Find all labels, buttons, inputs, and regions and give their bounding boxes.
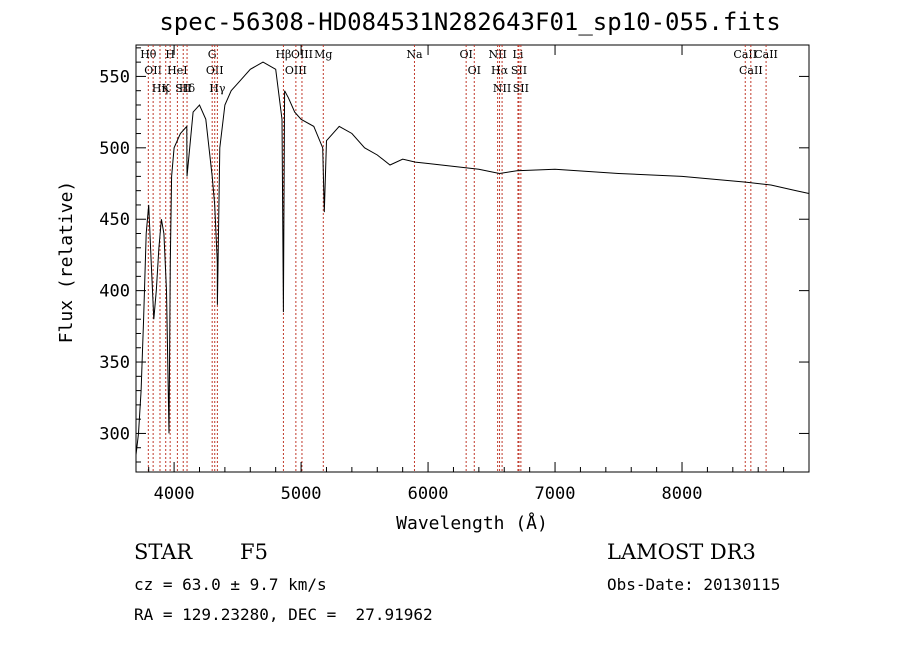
y-tick-label: 500 <box>99 139 130 159</box>
spectral-line-label: NII <box>488 48 506 61</box>
x-tick-label: 7000 <box>535 484 576 504</box>
x-tick-label: 8000 <box>662 484 703 504</box>
ra-dec: RA = 129.23280, DEC = 27.91962 <box>134 605 433 624</box>
y-tick-label: 450 <box>99 210 130 230</box>
spectral-line-label: OI <box>459 48 472 61</box>
spectral-line-label: OIII <box>291 48 313 61</box>
x-axis-label: Wavelength (Å) <box>396 512 548 534</box>
spectral-line-label: Hα <box>491 64 509 77</box>
spectral-line-label: HeI <box>167 64 187 77</box>
spectral-line-label: OII <box>144 64 162 77</box>
x-tick-label: 5000 <box>281 484 322 504</box>
object-subclass: F5 <box>240 540 268 564</box>
x-tick-label: 6000 <box>408 484 449 504</box>
y-tick-label: 550 <box>99 67 130 87</box>
y-tick-label: 400 <box>99 282 130 302</box>
spectral-line-label: OIII <box>285 64 307 77</box>
spectral-line-label: SII <box>513 82 529 95</box>
plot-frame <box>135 44 810 473</box>
spectral-line-label: Na <box>406 48 423 61</box>
x-tick-label: 4000 <box>154 484 195 504</box>
spectral-line-label: SII <box>511 64 527 77</box>
spectral-line-label: CaII <box>754 48 778 61</box>
y-axis-label: Flux (relative) <box>56 181 77 344</box>
spectral-line-label: H <box>165 48 175 61</box>
spectral-line-label: CaII <box>739 64 763 77</box>
spectral-line-label: OI <box>468 64 481 77</box>
chart-title: spec-56308-HD084531N282643F01_sp10-055.f… <box>159 8 781 36</box>
spectral-line-label: Hβ <box>275 48 291 61</box>
spectral-line-label: Hη <box>152 82 168 95</box>
redshift-cz: cz = 63.0 ± 9.7 km/s <box>134 575 327 594</box>
observation-date: Obs-Date: 20130115 <box>607 575 781 594</box>
y-tick-label: 300 <box>99 424 130 444</box>
y-axis: 300 350 400 450 500 550 <box>99 47 809 463</box>
survey-name: LAMOST DR3 <box>607 540 756 564</box>
spectral-line-label: NII <box>493 82 511 95</box>
spectral-line-label: K <box>162 82 171 95</box>
y-tick-label: 350 <box>99 353 130 373</box>
spectral-line-label: OII <box>206 64 224 77</box>
spectral-line-label: Mg <box>314 48 332 61</box>
spectral-line-label: Hδ <box>179 82 196 95</box>
object-class: STAR <box>134 540 193 564</box>
spectral-line-label: Hγ <box>209 82 226 95</box>
spectrum-line <box>135 61 810 455</box>
spectral-line-label: G <box>208 48 217 61</box>
spectral-line-label: Hθ <box>140 48 157 61</box>
x-axis: 4000 5000 6000 7000 8000 <box>148 45 785 504</box>
spectral-line-label: Li <box>513 48 524 61</box>
